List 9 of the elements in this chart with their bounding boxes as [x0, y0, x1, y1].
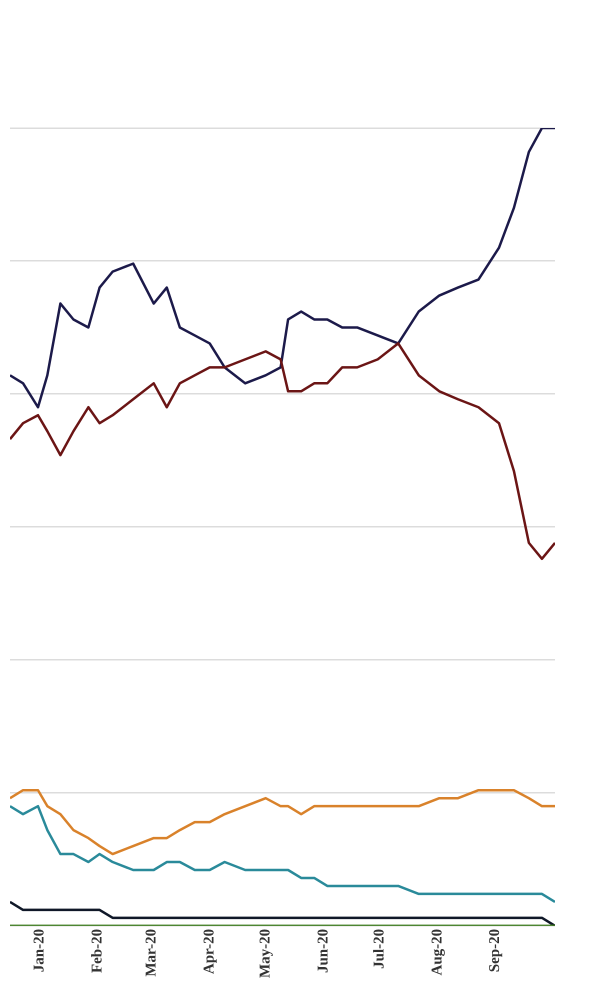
x-tick-label: Jul-20: [371, 928, 388, 969]
x-tick-label: Mar-20: [144, 928, 160, 977]
x-tick-label: Jan-20: [32, 928, 48, 972]
x-tick-label: May-20: [258, 928, 274, 978]
x-tick-label: Sep-20: [487, 928, 504, 972]
x-tick-label: Jun-20: [315, 928, 332, 974]
x-tick-label: Aug-20: [429, 928, 446, 976]
x-tick-label: Apr-20: [202, 928, 218, 974]
x-tick-label: Feb-20: [90, 928, 106, 974]
